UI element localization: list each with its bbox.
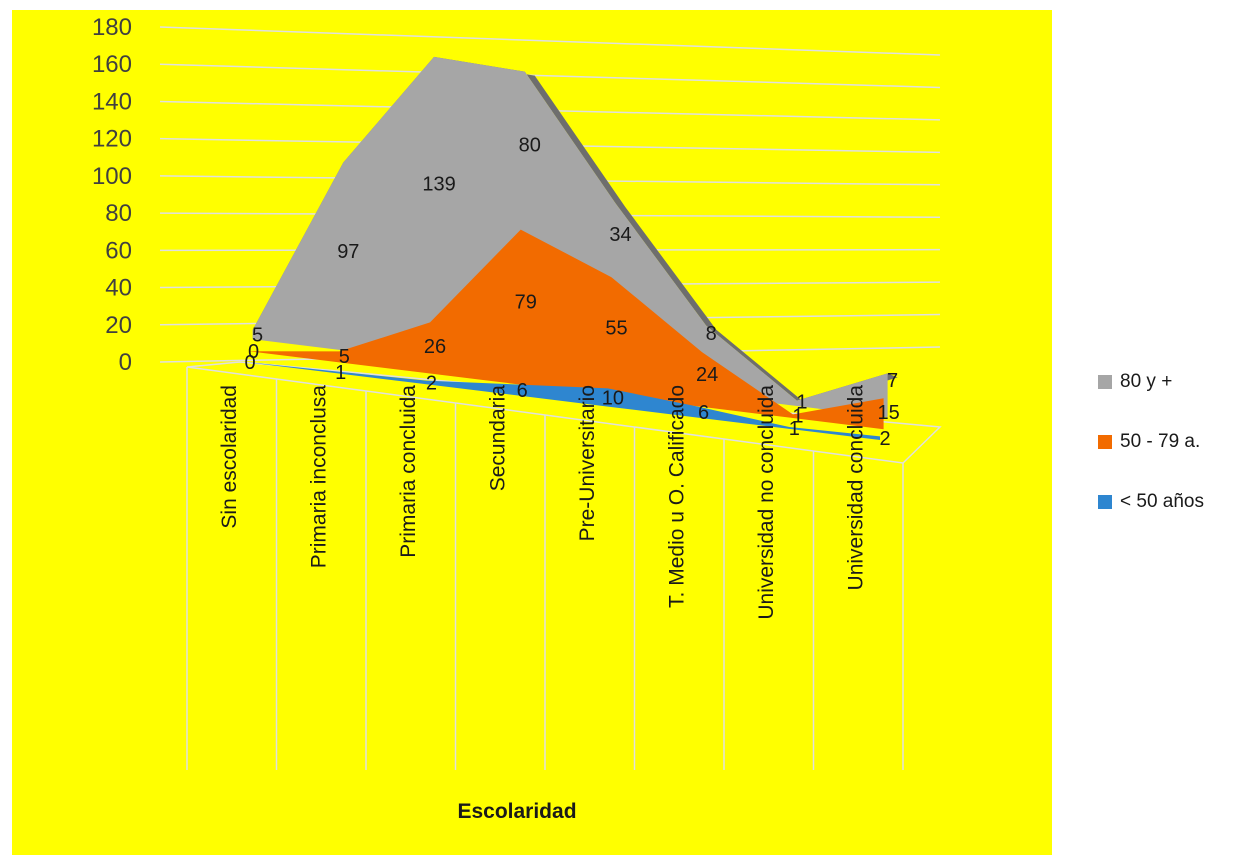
legend-item: 50 - 79 a. bbox=[1098, 428, 1238, 456]
y-tick-label: 60 bbox=[105, 237, 132, 264]
series-area bbox=[245, 362, 880, 440]
data-label: 1 bbox=[792, 405, 803, 427]
data-label: 7 bbox=[887, 370, 898, 392]
data-label: 79 bbox=[515, 292, 537, 314]
data-label: 1 bbox=[335, 362, 346, 384]
data-label: 8 bbox=[706, 323, 717, 345]
legend-swatch bbox=[1098, 375, 1112, 389]
data-label: 6 bbox=[698, 402, 709, 424]
y-tick-label: 140 bbox=[92, 88, 132, 115]
x-tick-label: Pre-Universitario bbox=[576, 385, 599, 541]
data-label: 34 bbox=[609, 224, 631, 246]
y-tick-label: 120 bbox=[92, 126, 132, 153]
data-label: 55 bbox=[605, 317, 627, 339]
legend-label: 80 y + bbox=[1120, 371, 1173, 392]
areas bbox=[245, 56, 898, 440]
legend-swatch bbox=[1098, 495, 1112, 509]
y-tick-label: 0 bbox=[119, 349, 132, 376]
data-label: 139 bbox=[422, 174, 455, 196]
legend-label: < 50 años bbox=[1120, 491, 1204, 512]
data-label: 5 bbox=[252, 325, 263, 347]
data-label: 10 bbox=[602, 387, 624, 409]
data-label: 0 bbox=[244, 352, 255, 374]
x-axis-title: Escolaridad bbox=[457, 800, 576, 823]
legend-item: 80 y + bbox=[1098, 368, 1238, 396]
data-label: 2 bbox=[426, 372, 437, 394]
x-tick-label: T. Medio u O. Calificado bbox=[665, 385, 688, 608]
legend-label: 50 - 79 a. bbox=[1120, 431, 1201, 452]
data-label: 5 bbox=[339, 346, 350, 368]
x-tick-label: Primaria inconclusa bbox=[307, 385, 330, 569]
data-label: 1 bbox=[789, 418, 800, 440]
y-tick-label: 100 bbox=[92, 163, 132, 190]
legend-swatch bbox=[1098, 435, 1112, 449]
y-tick-label: 80 bbox=[105, 200, 132, 227]
series-area bbox=[248, 229, 884, 430]
x-tick-label: Sin escolaridad bbox=[218, 385, 241, 529]
data-label: 80 bbox=[519, 135, 541, 157]
data-label: 1 bbox=[796, 391, 807, 413]
gridline bbox=[159, 63, 941, 89]
data-label: 2 bbox=[879, 428, 890, 450]
x-tick-label: Universidad concluida bbox=[844, 385, 867, 591]
y-tick-label: 180 bbox=[92, 14, 132, 41]
legend-item: < 50 años bbox=[1098, 488, 1238, 516]
y-tick-label: 40 bbox=[105, 275, 132, 302]
data-label: 26 bbox=[424, 336, 446, 358]
y-tick-label: 20 bbox=[105, 312, 132, 339]
x-tick-label: Secundaria bbox=[486, 385, 509, 492]
data-label: 24 bbox=[696, 364, 718, 386]
series-area bbox=[252, 56, 888, 418]
data-label: 97 bbox=[337, 241, 359, 263]
floor bbox=[186, 361, 942, 464]
data-label: 6 bbox=[517, 380, 528, 402]
gridline bbox=[159, 26, 941, 56]
x-tick-label: Primaria concluida bbox=[397, 385, 420, 558]
y-tick-label: 160 bbox=[92, 51, 132, 78]
x-tick-label: Universidad no concluida bbox=[755, 385, 778, 620]
data-label: 0 bbox=[248, 341, 259, 363]
legend: 80 y + 50 - 79 a. < 50 años bbox=[1098, 368, 1238, 548]
data-label: 15 bbox=[877, 402, 899, 424]
